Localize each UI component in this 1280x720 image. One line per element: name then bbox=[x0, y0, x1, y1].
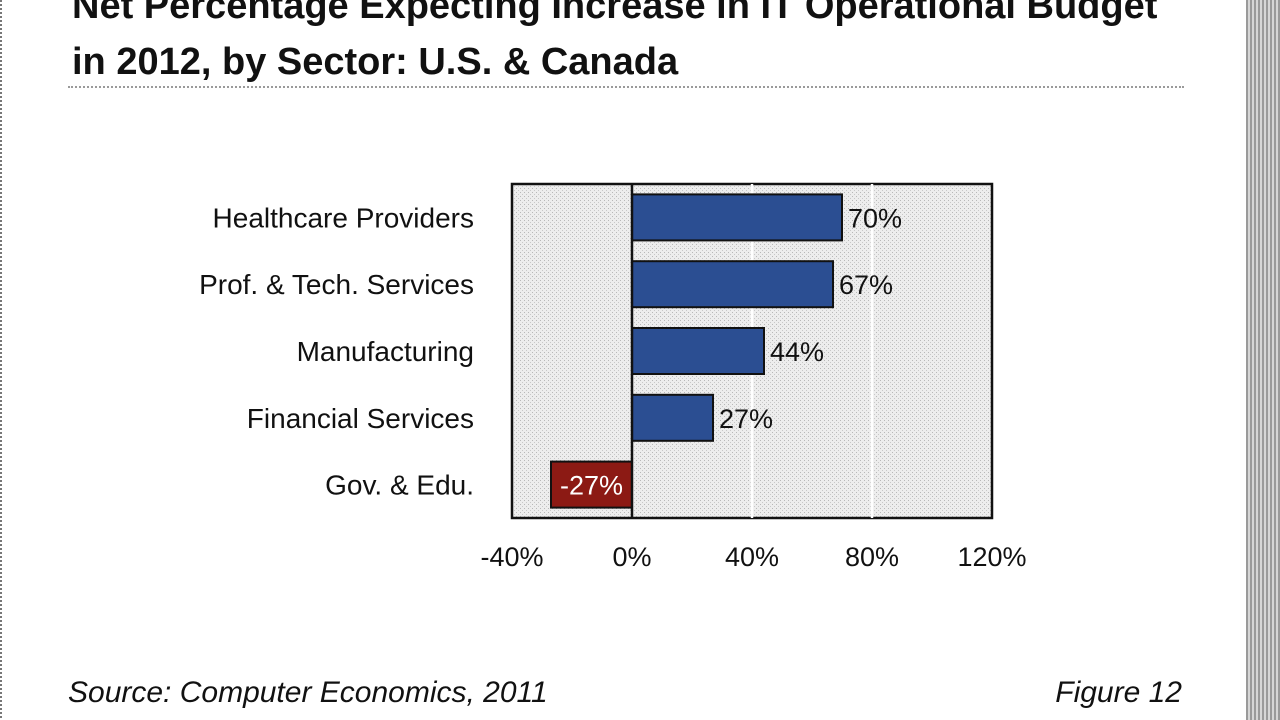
x-tick-label-3: 80% bbox=[845, 542, 899, 572]
category-label-1: Prof. & Tech. Services bbox=[199, 269, 474, 300]
x-tick-labels: -40% 0% 40% 80% 120% bbox=[480, 542, 1026, 572]
bar-3 bbox=[631, 393, 714, 442]
bars-group bbox=[550, 193, 843, 509]
category-label-2: Manufacturing bbox=[297, 336, 474, 367]
x-tick-label-1: 0% bbox=[612, 542, 651, 572]
value-label-1: 67% bbox=[839, 270, 893, 300]
value-label-3: 27% bbox=[719, 404, 773, 434]
value-label-4: -27% bbox=[560, 471, 623, 501]
figure-label: Figure 12 bbox=[1055, 676, 1182, 709]
title-divider bbox=[68, 86, 1184, 88]
chart-title-line-2: in 2012, by Sector: U.S. & Canada bbox=[72, 41, 679, 83]
bar-4 bbox=[550, 460, 633, 509]
category-labels: Healthcare Providers Prof. & Tech. Servic… bbox=[199, 202, 474, 500]
left-frame-border bbox=[0, 0, 2, 720]
bar-1 bbox=[631, 260, 834, 309]
x-tick-label-4: 120% bbox=[957, 542, 1026, 572]
x-tick-label-0: -40% bbox=[480, 542, 543, 572]
value-label-0: 70% bbox=[848, 203, 902, 233]
value-labels: 70% 67% 44% 27% -27% bbox=[560, 203, 902, 500]
category-label-4: Gov. & Edu. bbox=[325, 470, 474, 501]
category-label-3: Financial Services bbox=[247, 403, 474, 434]
bar-0 bbox=[631, 193, 843, 242]
chart-title-line-1: Net Percentage Expecting Increase in IT … bbox=[72, 0, 1158, 27]
chart-title: Net Percentage Expecting Increase in IT … bbox=[72, 0, 1212, 90]
source-note: Source: Computer Economics, 2011 bbox=[68, 676, 548, 709]
right-frame-border bbox=[1246, 0, 1280, 720]
x-tick-label-2: 40% bbox=[725, 542, 779, 572]
value-label-2: 44% bbox=[770, 337, 824, 367]
bar-2 bbox=[631, 327, 765, 375]
category-label-0: Healthcare Providers bbox=[213, 202, 474, 233]
